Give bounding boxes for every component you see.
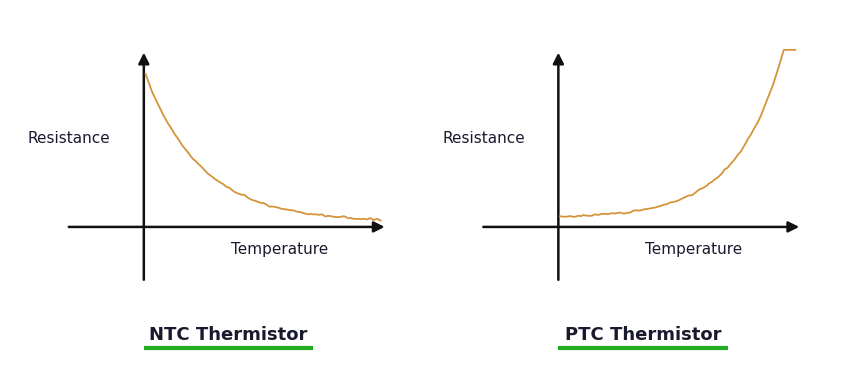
Text: Temperature: Temperature [231, 242, 327, 257]
Text: Temperature: Temperature [645, 242, 742, 257]
Text: Resistance: Resistance [28, 131, 111, 146]
Text: NTC Thermistor: NTC Thermistor [149, 326, 308, 344]
Text: Resistance: Resistance [442, 131, 525, 146]
Text: PTC Thermistor: PTC Thermistor [565, 326, 721, 344]
